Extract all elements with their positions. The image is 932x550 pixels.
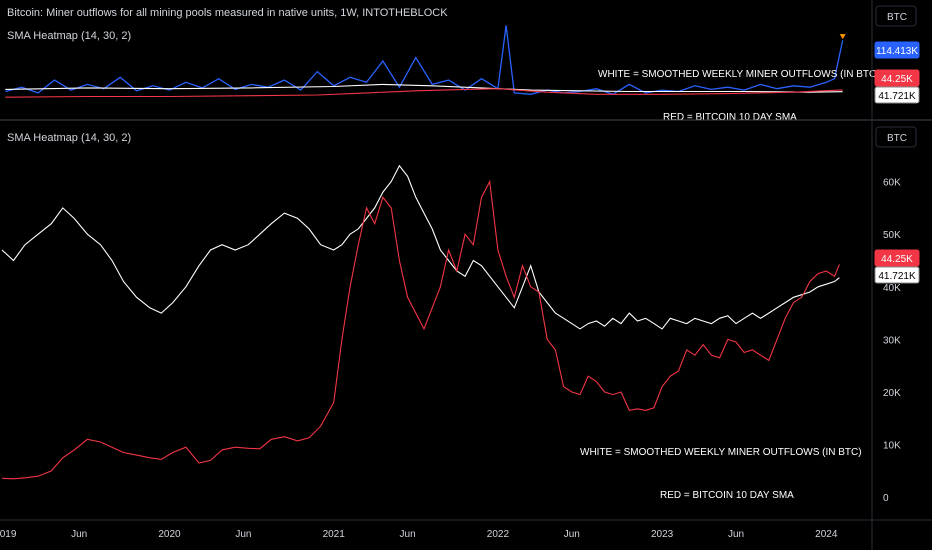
bottom-price-tag-1-box (874, 266, 920, 284)
x-tick-label: Jun (400, 529, 416, 540)
chart-title: Bitcoin: Miner outflows for all mining p… (7, 7, 448, 19)
y-tick-label: 20K (883, 388, 901, 399)
bottom-price-tag-1-label: 41.721K (878, 271, 916, 282)
top-series-line-2 (5, 88, 843, 98)
top-price-tag-0-box (874, 41, 920, 59)
y-tick-label: 30K (883, 335, 901, 346)
price-scale[interactable]: BTC BTC 0 10K 20K 30K 40K 50K 60K 114.413K 44.2… (871, 0, 920, 550)
top-indicator-label: SMA Heatmap (14, 30, 2) (7, 30, 131, 42)
top-price-tag-0-label: 114.413K (876, 46, 918, 57)
top-plot-area (5, 25, 846, 98)
bottom-annotation-red: RED = BITCOIN 10 DAY SMA (660, 490, 794, 501)
top-price-tag-1-box (874, 69, 920, 87)
y-tick-label: 50K (883, 230, 901, 241)
y-tick-label: 10K (883, 441, 901, 452)
top-price-tag-2-box (874, 86, 920, 104)
bottom-series-line-1 (1, 179, 840, 480)
top-series-line-1 (5, 83, 843, 93)
bottom-series-line-0 (1, 164, 840, 330)
bottom-scale-button[interactable] (875, 126, 917, 148)
y-axis-ticks: 0 10K 20K 30K 40K 50K 60K (883, 178, 901, 505)
top-last-point-marker (839, 34, 846, 40)
top-price-tag-2-label: 41.721K (878, 91, 916, 102)
x-tick-label: Jun (728, 529, 744, 540)
y-tick-label: 0 (883, 493, 889, 504)
x-tick-label: 2024 (815, 529, 838, 540)
x-tick-label: Jun (71, 529, 87, 540)
x-tick-label: 2019 (0, 529, 17, 540)
top-annotation-white: WHITE = SMOOTHED WEEKLY MINER OUTFLOWS (… (598, 69, 880, 80)
x-tick-label: 2020 (158, 529, 181, 540)
x-tick-label: 2022 (487, 529, 510, 540)
bottom-scale-label: BTC (887, 133, 907, 144)
top-panel[interactable]: Bitcoin: Miner outflows for all mining p… (5, 7, 880, 123)
price-tags: 114.413K 44.25K 41.721K 44.25K 41.721K (874, 41, 920, 284)
x-tick-label: 2021 (323, 529, 346, 540)
bottom-indicator-label: SMA Heatmap (14, 30, 2) (7, 132, 131, 144)
top-annotation-red: RED = BITCOIN 10 DAY SMA (663, 112, 797, 123)
y-tick-label: 40K (883, 283, 901, 294)
time-axis[interactable]: 2019 Jun 2020 Jun 2021 Jun 2022 Jun 2023 Jun 2024 (0, 519, 932, 540)
top-scale-label: BTC (887, 12, 907, 23)
x-tick-label: Jun (564, 529, 580, 540)
x-tick-label: 2023 (651, 529, 674, 540)
bottom-panel[interactable]: SMA Heatmap (14, 30, 2) WHITE = SMOOTHED… (1, 132, 862, 501)
bottom-price-tag-0-label: 44.25K (881, 254, 913, 265)
bottom-plot-area (1, 164, 840, 480)
top-scale-button[interactable] (875, 5, 917, 27)
bottom-price-tag-0-box (874, 249, 920, 267)
top-price-tag-1-label: 44.25K (881, 74, 913, 85)
bottom-annotation-white: WHITE = SMOOTHED WEEKLY MINER OUTFLOWS (… (580, 447, 862, 458)
x-axis-ticks: 2019 Jun 2020 Jun 2021 Jun 2022 Jun 2023 Jun 2024 (0, 529, 838, 540)
y-tick-label: 60K (883, 178, 901, 189)
x-tick-label: Jun (235, 529, 251, 540)
top-series-line-0 (5, 25, 844, 96)
